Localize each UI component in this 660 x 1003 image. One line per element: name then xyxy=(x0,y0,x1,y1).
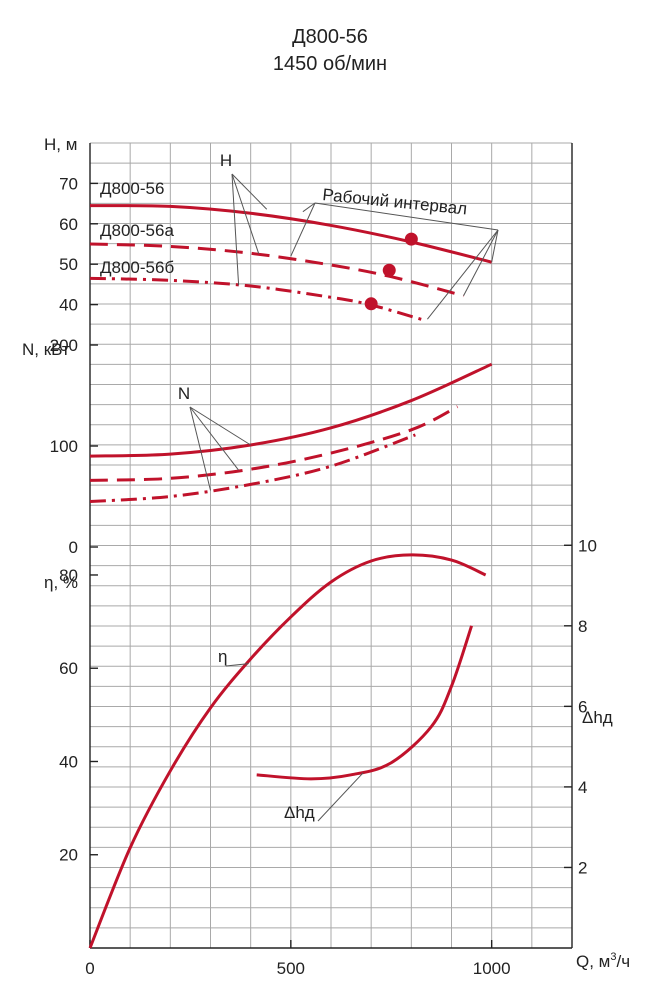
series-label: Д800-56б xyxy=(100,258,174,277)
y2-tick-label: 4 xyxy=(578,778,587,797)
y2-tick-label: 10 xyxy=(578,536,597,555)
work-interval-leader xyxy=(491,229,499,263)
curve-N-2 xyxy=(89,405,459,482)
work-interval-bracket xyxy=(314,202,499,231)
y-axis-label-eta: η, % xyxy=(44,573,78,592)
panel-N xyxy=(89,362,493,504)
y-tick-label-H: 70 xyxy=(59,174,78,193)
chart-subtitle: 1450 об/мин xyxy=(272,53,388,75)
y-tick-label-eta: 80 xyxy=(59,566,78,585)
curve-H-2 xyxy=(89,242,464,298)
group-label-N: N xyxy=(178,384,190,403)
panel-H xyxy=(89,173,499,322)
curve-H-1 xyxy=(89,204,493,264)
work-interval-leader xyxy=(427,229,499,320)
y-tick-label-N: 0 xyxy=(69,538,78,557)
leader-line xyxy=(189,406,211,491)
leader-line xyxy=(231,173,240,286)
leader-line xyxy=(317,772,364,822)
chart-title: Д800-56 xyxy=(292,26,368,48)
x-tick-label: 1000 xyxy=(473,959,511,978)
leader-line xyxy=(231,173,268,210)
y-axis-label-H: H, м xyxy=(44,135,77,154)
y-tick-label-N: 200 xyxy=(50,336,78,355)
curve-N-3 xyxy=(89,433,416,504)
y-tick-label-eta: 40 xyxy=(59,752,78,771)
y-tick-label-H: 50 xyxy=(59,255,78,274)
y-tick-label-eta: 20 xyxy=(59,846,78,865)
y-tick-label-H: 40 xyxy=(59,296,78,315)
series-label: Д800-56 xyxy=(100,179,164,198)
group-label-H: H xyxy=(220,151,232,170)
panel-eta xyxy=(88,553,487,949)
operating-point xyxy=(364,297,378,311)
leader-line xyxy=(225,663,249,667)
curve-eta-1 xyxy=(88,553,487,949)
x-axis-label: Q, м3/ч xyxy=(576,951,630,971)
y-axis-label-N: N, кВт xyxy=(22,340,70,359)
y-tick-label-N: 100 xyxy=(50,437,78,456)
y2-axis-label: Δhд xyxy=(582,708,613,727)
series-label-eta: η xyxy=(218,647,227,666)
y-tick-label-H: 60 xyxy=(59,215,78,234)
y2-tick-label: 2 xyxy=(578,858,587,877)
leader-line xyxy=(231,173,260,254)
work-interval-leader xyxy=(290,202,316,257)
curve-N-1 xyxy=(89,362,493,458)
work-interval-leader xyxy=(463,229,499,296)
leader-line xyxy=(189,406,251,446)
work-interval-label: Рабочий интервал xyxy=(322,185,468,218)
series-label-npsh: Δhд xyxy=(284,803,315,822)
operating-point xyxy=(404,232,418,246)
series-label: Д800-56а xyxy=(100,221,174,240)
y2-tick-label: 8 xyxy=(578,617,587,636)
y2-tick-label: 6 xyxy=(578,697,587,716)
x-tick-label: 0 xyxy=(85,959,94,978)
grid xyxy=(89,142,573,949)
y-tick-label-eta: 60 xyxy=(59,659,78,678)
x-tick-label: 500 xyxy=(277,959,305,978)
curve-npsh xyxy=(256,625,474,781)
work-interval-leader xyxy=(302,202,316,213)
operating-point xyxy=(382,263,396,277)
leader-line xyxy=(189,406,240,471)
